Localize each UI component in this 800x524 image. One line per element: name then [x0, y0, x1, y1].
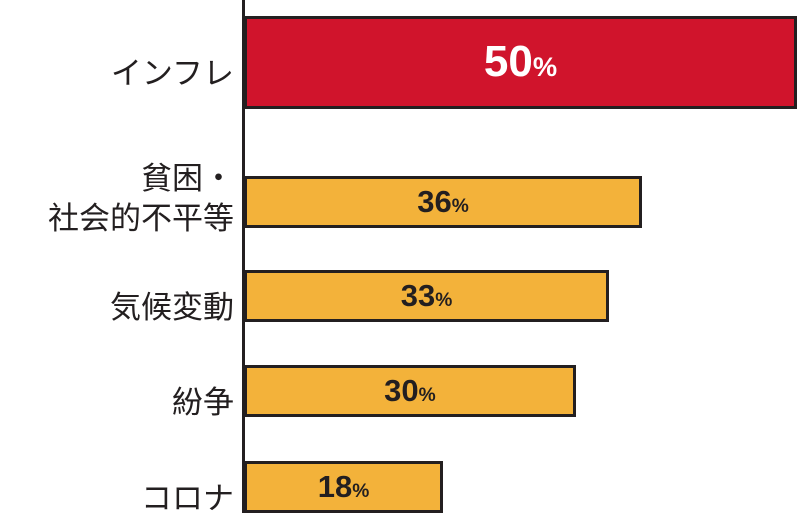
category-label: 気候変動	[110, 290, 234, 326]
bar	[244, 15, 797, 109]
bar	[244, 461, 444, 513]
bar	[244, 365, 576, 417]
category-label: 紛争	[172, 385, 234, 421]
value-label: 18%	[317, 469, 370, 504]
axis-line	[242, 0, 245, 513]
value-label: 33%	[400, 278, 453, 313]
category-label: インフレ	[110, 56, 234, 92]
category-label: コロナ	[141, 481, 234, 517]
bar	[244, 176, 643, 228]
value-label: 36%	[417, 184, 469, 219]
value-label: 50%	[483, 37, 558, 86]
value-label: 30%	[384, 373, 436, 408]
bar	[244, 270, 609, 322]
category-label: 貧困・ 社会的不平等	[48, 161, 234, 237]
